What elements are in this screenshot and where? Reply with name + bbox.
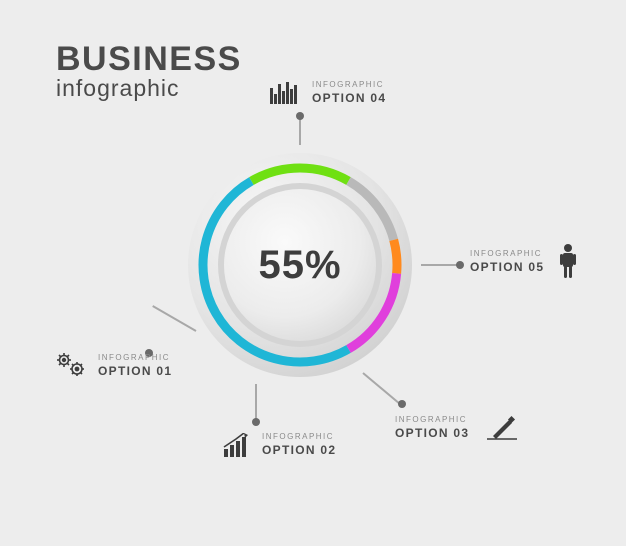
option-label: OPTION 03 (395, 426, 469, 440)
option-caption: INFOGRAPHIC (312, 80, 386, 89)
option-caption: INFOGRAPHIC (470, 249, 544, 258)
title-block: BUSINESS infographic (56, 40, 242, 102)
option-04: INFOGRAPHIC OPTION 04 (270, 80, 386, 105)
option-01: INFOGRAPHIC OPTION 01 (56, 352, 172, 378)
leader-dot (398, 400, 406, 408)
percent-gauge: 55% (180, 145, 420, 385)
leader-line (421, 264, 457, 266)
option-caption: INFOGRAPHIC (262, 432, 336, 441)
bar-chart-icon (270, 82, 298, 104)
option-02: INFOGRAPHIC OPTION 02 (222, 432, 336, 457)
leader-line (299, 119, 301, 145)
option-text: INFOGRAPHIC OPTION 05 (470, 249, 544, 274)
title-sub: infographic (56, 75, 242, 102)
leader-dot (456, 261, 464, 269)
growth-chart-icon (222, 433, 250, 457)
option-text: INFOGRAPHIC OPTION 03 (395, 415, 469, 440)
option-caption: INFOGRAPHIC (395, 415, 469, 424)
option-caption: INFOGRAPHIC (98, 353, 172, 362)
option-label: OPTION 05 (470, 260, 544, 274)
option-label: OPTION 02 (262, 443, 336, 457)
gears-icon (56, 352, 86, 378)
option-03: INFOGRAPHIC OPTION 03 (395, 414, 517, 440)
leader-dot (252, 418, 260, 426)
option-label: OPTION 04 (312, 91, 386, 105)
title-main: BUSINESS (56, 40, 242, 79)
leader-line (255, 384, 257, 420)
option-05: INFOGRAPHIC OPTION 05 (470, 244, 576, 278)
option-text: INFOGRAPHIC OPTION 01 (98, 353, 172, 378)
option-text: INFOGRAPHIC OPTION 02 (262, 432, 336, 457)
option-label: OPTION 01 (98, 364, 172, 378)
percent-value: 55% (180, 145, 420, 385)
pen-icon (487, 414, 517, 440)
person-icon (560, 244, 576, 278)
leader-dot (296, 112, 304, 120)
option-text: INFOGRAPHIC OPTION 04 (312, 80, 386, 105)
